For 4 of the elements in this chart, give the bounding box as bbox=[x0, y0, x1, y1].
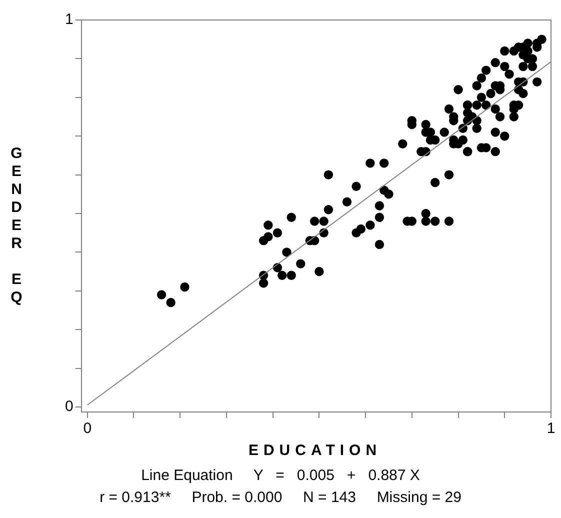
text: r = 0.913** Prob. = 0.000 N = 143 Missing = 29 bbox=[100, 489, 462, 506]
y-axis-title: GENDER EQ bbox=[8, 145, 25, 307]
x-axis-title: EDUCATION bbox=[247, 442, 383, 459]
text: Line Equation Y = 0.005 + 0.887 X bbox=[141, 467, 420, 484]
